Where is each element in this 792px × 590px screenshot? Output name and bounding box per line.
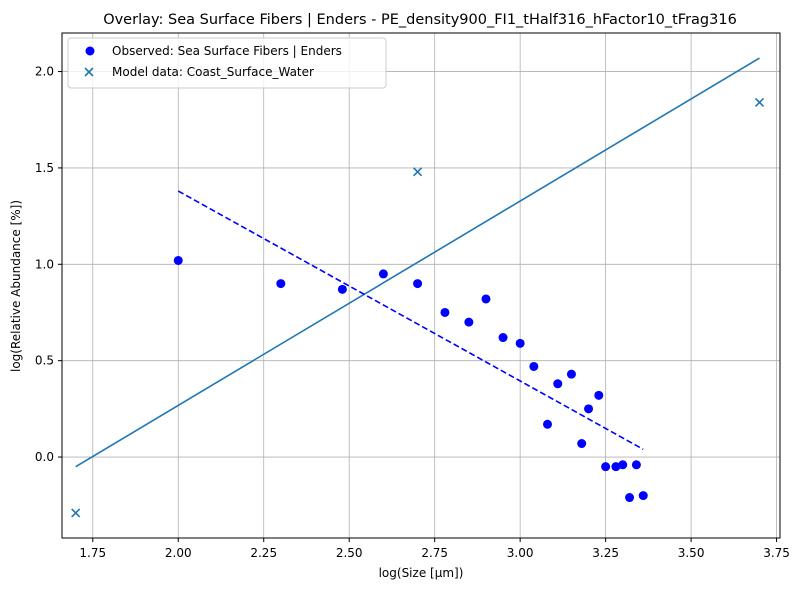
x-axis-label: log(Size [µm]) <box>379 566 464 580</box>
observed-point <box>611 462 621 472</box>
observed-point <box>378 269 388 279</box>
observed-fit-line <box>177 190 644 451</box>
fit-lines <box>75 57 760 468</box>
legend: Observed: Sea Surface Fibers | Enders Mo… <box>67 37 387 89</box>
observed-point <box>515 338 525 348</box>
plot-frame <box>61 32 781 539</box>
observed-point <box>543 419 553 429</box>
observed-point <box>625 493 635 503</box>
y-tick-label: 0.0 <box>35 450 54 464</box>
observed-point <box>498 333 508 343</box>
observed-point <box>464 317 474 327</box>
observed-point <box>577 439 587 449</box>
observed-point <box>601 462 611 472</box>
observed-point <box>566 369 576 379</box>
model-fit-line <box>75 57 760 468</box>
model-point <box>754 97 765 107</box>
observed-point <box>584 404 594 414</box>
y-tick-label: 1.5 <box>35 161 54 175</box>
observed-point <box>440 307 450 317</box>
data-points <box>71 97 765 518</box>
model-point <box>413 167 423 177</box>
y-axis-ticks: 0.0 0.5 1.0 1.5 2.0 <box>35 65 62 464</box>
observed-point <box>337 284 347 294</box>
observed-point <box>173 255 183 265</box>
x-axis-ticks: 1.75 2.00 2.25 2.50 2.75 3.00 3.25 3.50 3.75 <box>79 538 790 560</box>
x-tick-label: 2.25 <box>250 546 277 560</box>
chart-title: Overlay: Sea Surface Fibers | Enders - P… <box>103 12 737 28</box>
x-tick-label: 3.50 <box>678 546 705 560</box>
observed-point <box>553 379 563 389</box>
observed-point <box>276 279 286 289</box>
observed-point <box>594 390 604 400</box>
observed-point <box>631 460 641 470</box>
legend-box <box>67 37 387 89</box>
legend-label-model: Model data: Coast_Surface_Water <box>112 65 314 79</box>
legend-marker-observed <box>85 46 95 56</box>
legend-label-observed: Observed: Sea Surface Fibers | Enders <box>112 44 342 58</box>
observed-point <box>413 279 423 289</box>
observed-point <box>481 294 491 304</box>
x-tick-label: 3.25 <box>592 546 619 560</box>
observed-point <box>529 361 539 371</box>
x-tick-label: 2.75 <box>421 546 448 560</box>
y-tick-label: 2.0 <box>35 65 54 79</box>
observed-point <box>618 460 628 470</box>
observed-point <box>638 491 648 501</box>
model-point <box>71 508 81 518</box>
x-tick-label: 1.75 <box>79 546 106 560</box>
x-tick-label: 2.00 <box>165 546 192 560</box>
x-tick-label: 2.50 <box>336 546 363 560</box>
legend-marker-model <box>84 67 94 77</box>
x-tick-label: 3.00 <box>507 546 534 560</box>
x-tick-label: 3.75 <box>763 546 790 560</box>
y-tick-label: 1.0 <box>35 257 54 271</box>
y-tick-label: 0.5 <box>35 354 54 368</box>
y-axis-label: log(Relative Abundance [%]) <box>9 200 23 372</box>
